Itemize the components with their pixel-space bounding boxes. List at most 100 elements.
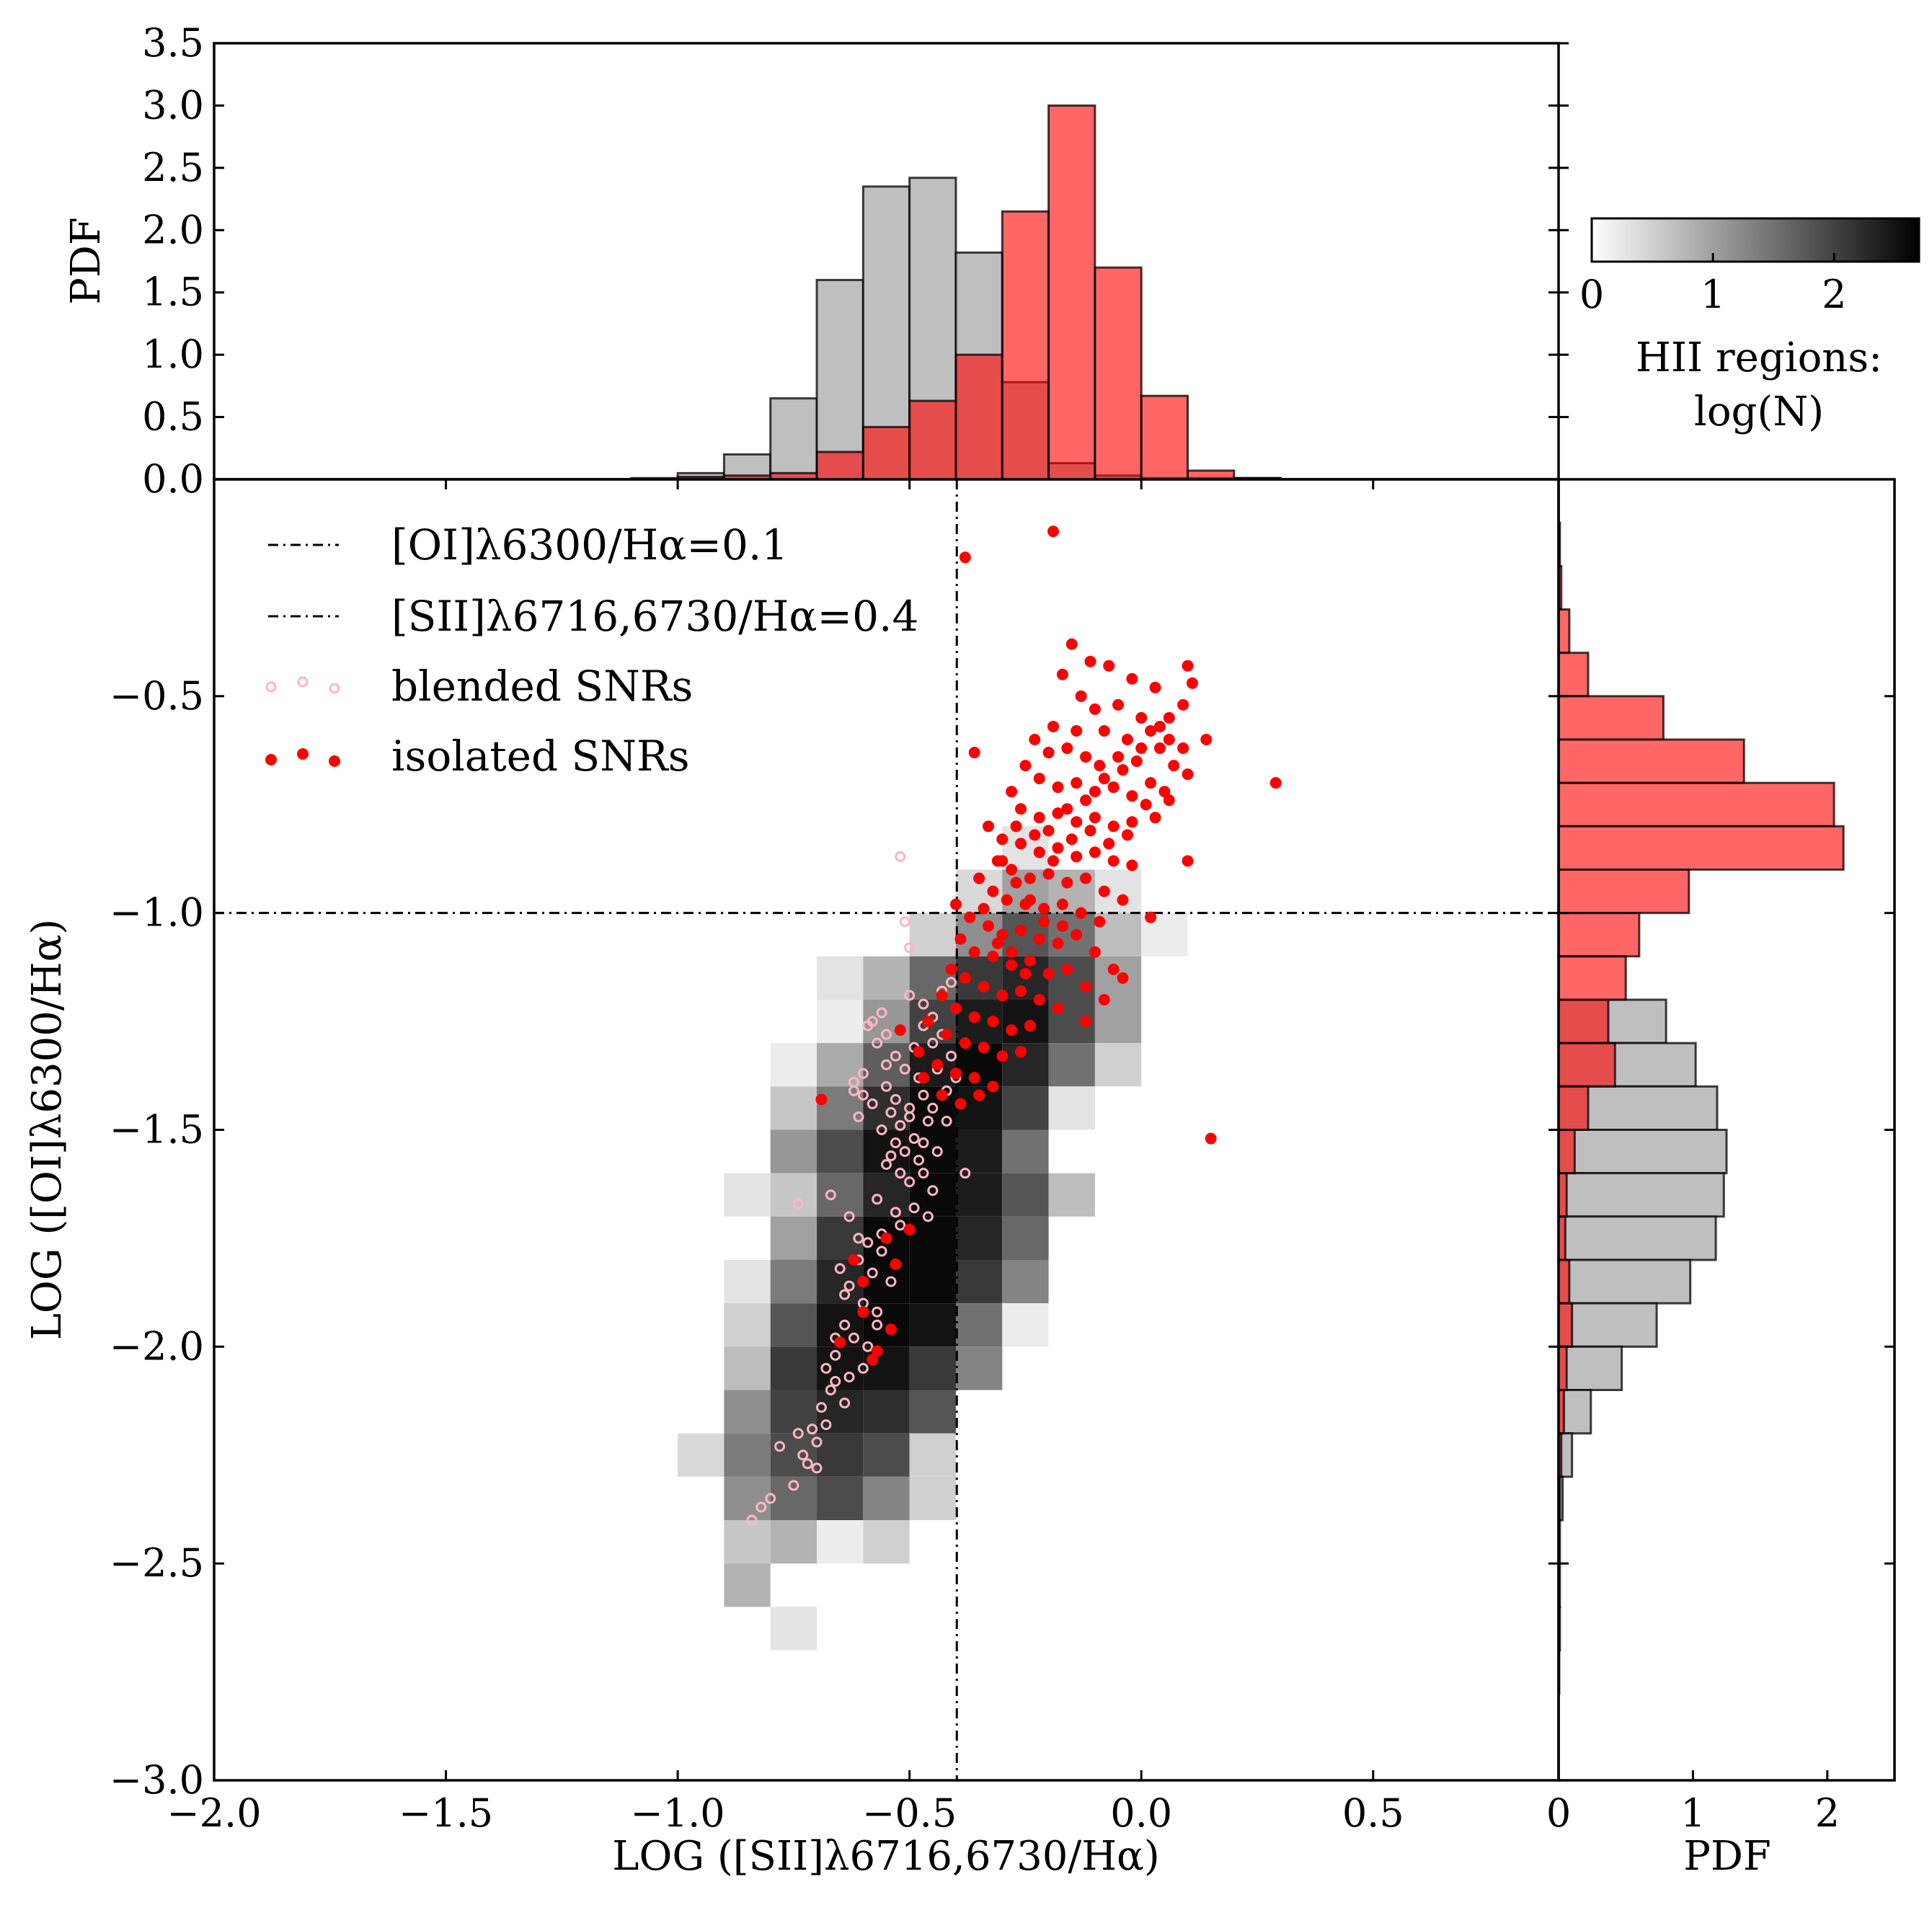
top-hist-bar-hii — [815, 278, 864, 481]
top-hist-bar-snr — [1094, 266, 1143, 481]
hii-density-cell — [724, 1346, 771, 1390]
isolated-snr-point — [987, 1016, 999, 1028]
legend-label-sii-line: [SII]λ6716,6730/Hα=0.4 — [391, 592, 918, 641]
top-hist-bar-snr — [1140, 394, 1189, 481]
isolated-snrs-layer — [815, 525, 1282, 1366]
blended-snr-point — [825, 1385, 836, 1395]
blended-snr-point — [895, 851, 906, 862]
hii-density-cell — [955, 1260, 1003, 1304]
right-hist-bar-hii — [1557, 1129, 1728, 1175]
isolated-snr-point — [1094, 760, 1106, 772]
isolated-snr-point — [1071, 816, 1083, 828]
blended-snr-point — [881, 1159, 892, 1171]
blended-snr-point — [862, 1020, 874, 1031]
blended-snr-point — [885, 1106, 897, 1118]
isolated-snr-point — [1033, 933, 1045, 945]
blended-snr-point — [885, 1276, 897, 1287]
right-hist-bar-hii — [1557, 1345, 1623, 1392]
main-y-tick-label: −2.0 — [110, 1323, 204, 1369]
isolated-snr-point — [1061, 803, 1073, 815]
isolated-snr-point — [968, 747, 980, 759]
isolated-snr-point — [978, 980, 990, 993]
isolated-snr-point — [1149, 812, 1161, 824]
isolated-snr-point — [1112, 751, 1125, 763]
blended-snr-point — [918, 1137, 929, 1149]
isolated-snr-point — [1006, 786, 1018, 798]
blended-snr-point — [820, 1419, 832, 1431]
isolated-snr-point — [968, 1011, 980, 1024]
hii-density-cell — [770, 1260, 817, 1304]
blended-snr-point — [872, 1037, 883, 1049]
isolated-snr-point — [1071, 928, 1083, 941]
isolated-snr-point — [1117, 972, 1129, 984]
isolated-snr-point — [1015, 924, 1027, 936]
isolated-snr-point — [1080, 751, 1092, 763]
isolated-snr-point — [1047, 525, 1060, 538]
blended-snr-point — [899, 1063, 910, 1075]
isolated-snr-point — [1089, 786, 1101, 798]
isolated-snr-point — [1065, 833, 1078, 845]
isolated-snr-point — [1052, 842, 1064, 854]
hii-density-cell — [863, 1173, 910, 1217]
isolated-snr-point — [1084, 825, 1096, 837]
hii-density-cell — [724, 1520, 771, 1564]
blended-snr-point — [908, 1133, 920, 1145]
hii-density-cell — [817, 1086, 864, 1130]
blended-snr-point — [843, 1371, 855, 1382]
blended-snr-point — [843, 1211, 855, 1222]
isolated-snr-point — [991, 937, 1003, 949]
hii-density-cell — [770, 1303, 817, 1347]
hii-density-cell — [1048, 1086, 1095, 1130]
isolated-snr-point — [871, 1345, 883, 1357]
hii-density-cell — [955, 1346, 1003, 1390]
isolated-snr-point — [1269, 777, 1282, 789]
blended-snr-point — [872, 1194, 883, 1205]
isolated-snr-point — [1080, 794, 1092, 807]
legend-entry-isolated: isolated SNRs — [265, 732, 689, 781]
legend-entry-oi-line: [OI]λ6300/Hα=0.1 — [268, 520, 788, 569]
blended-snr-point — [820, 1362, 832, 1374]
colorbar-ticks: 0 1 2 — [1579, 253, 1846, 317]
isolated-snr-point — [973, 1089, 985, 1101]
hii-density-cell — [724, 1563, 771, 1607]
isolated-snr-point — [1140, 799, 1152, 811]
isolated-snr-point — [1117, 764, 1129, 776]
blended-snr-point — [908, 1202, 920, 1214]
hii-density-cell — [1094, 1043, 1142, 1087]
isolated-snr-point — [1042, 868, 1055, 880]
hii-density-cell — [863, 956, 910, 1000]
hii-density-cell — [817, 1129, 864, 1173]
blended-snr-point — [862, 1341, 874, 1352]
blended-snr-point — [857, 1089, 869, 1101]
hii-density-cell — [863, 1520, 910, 1564]
legend-label-isolated: isolated SNRs — [391, 732, 689, 781]
hii-density-cell — [909, 913, 956, 956]
hii-density-cell — [770, 1129, 817, 1173]
top-hist-bar-snr — [1187, 469, 1236, 481]
top-y-tick-label: 0.0 — [142, 456, 204, 502]
isolated-snr-point — [1024, 1020, 1036, 1032]
isolated-snr-point — [1015, 838, 1027, 850]
hii-density-cell — [724, 1260, 771, 1304]
isolated-snr-point — [867, 1354, 879, 1366]
isolated-snr-point — [1071, 777, 1083, 789]
isolated-snr-point — [959, 1037, 971, 1049]
main-x-tick-label: −1.0 — [631, 1790, 725, 1836]
isolated-snr-point — [913, 1046, 925, 1058]
blended-snr-point — [830, 1349, 841, 1361]
blended-snr-point — [848, 1332, 859, 1344]
blended-snr-point — [941, 1115, 952, 1127]
hii-density-cell — [863, 1433, 910, 1477]
blended-snr-point — [797, 1449, 809, 1461]
isolated-snr-point — [857, 1306, 869, 1318]
hii-density-cell — [955, 1216, 1003, 1260]
isolated-snr-point — [1010, 876, 1022, 889]
isolated-snr-point — [1033, 773, 1045, 785]
top-y-tick-label: 2.5 — [142, 145, 204, 190]
hii-density-cell — [1002, 1173, 1049, 1217]
blended-snr-point — [876, 1124, 887, 1135]
isolated-snr-point — [949, 1003, 962, 1015]
main-y-tick-label: −1.0 — [110, 890, 204, 936]
isolated-snr-point — [1071, 851, 1083, 863]
